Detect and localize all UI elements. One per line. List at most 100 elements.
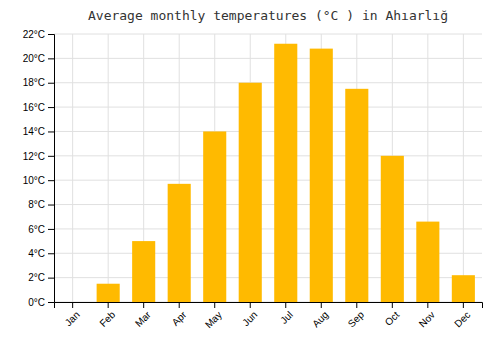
x-tick-mark [356,302,357,308]
bars [97,44,475,302]
y-tick-label: 10°C [23,175,45,186]
y-tick: 14°C [23,126,54,137]
x-tick-label: Apr [170,309,189,328]
bar [239,83,262,302]
x-tick-label: Jun [240,309,259,328]
x-tick-label: Jul [278,309,295,326]
grid-line-y [54,34,482,35]
grid-line-y [54,204,482,205]
x-tick-mark [143,302,144,308]
bar [310,49,333,302]
title: Average monthly temperatures (°C ) in Ah… [88,8,448,23]
y-tick-label: 12°C [23,151,45,162]
y-tick-label: 20°C [23,53,45,64]
bar [132,241,155,302]
y-tick-mark [48,58,54,59]
y-tick-mark [48,156,54,157]
y-tick-mark [48,180,54,181]
y-tick: 12°C [23,151,54,162]
x-tick: May [203,302,224,330]
x-tick: Aug [310,302,330,329]
y-tick-mark [48,253,54,254]
bar [345,89,368,302]
y-tick: 20°C [23,53,54,64]
x-tick: Jun [240,302,259,328]
x-tick-mark [108,302,109,308]
x-tick-label: Oct [383,309,402,328]
x-tick-mark [463,302,464,308]
bar [274,44,297,302]
y-tick-mark [48,34,54,35]
y-tick: 22°C [23,29,54,40]
x-axis-line [55,303,483,309]
x-tick-label: May [203,309,224,330]
y-tick-label: 16°C [23,102,45,113]
y-tick-mark [48,131,54,132]
chart: 0°C 2°C 4°C 6°C 8°C 10°C 12°C 14°C 16°C 18°C 20°C 2… [0,0,500,350]
y-axis: 0°C 2°C 4°C 6°C 8°C 10°C 12°C 14°C 16°C 18°C 20°C 2… [23,29,55,308]
grid-line-y [54,131,482,132]
x-tick: Jul [278,302,295,326]
x-tick-label: Mar [133,309,153,329]
grid-line-y [54,155,482,156]
bar [416,222,439,302]
y-axis-line [48,35,55,303]
x-tick: Dec [452,302,472,329]
x-tick: Sep [346,302,367,329]
x-tick-label: Aug [310,309,330,329]
x-tick-mark [250,302,251,308]
y-tick: 18°C [23,77,54,88]
x-tick: Jan [63,302,82,328]
x-tick: Apr [170,302,189,328]
y-tick-label: 14°C [23,126,45,137]
x-tick-mark [214,302,215,308]
bar [452,275,475,302]
x-tick-mark [72,302,73,308]
x-tick: Mar [133,302,153,329]
y-tick-mark [48,83,54,84]
y-tick: 0°C [28,297,54,308]
y-tick-mark [48,107,54,108]
grid-line-x [72,34,73,302]
plot: 0°C 2°C 4°C 6°C 8°C 10°C 12°C 14°C 16°C 18°C 20°C 2… [23,29,483,331]
x-tick-label: Dec [452,309,472,329]
grid [54,34,482,302]
y-tick-label: 22°C [23,29,45,40]
y-tick: 2°C [28,272,54,283]
x-tick-mark [392,302,393,308]
y-tick-label: 0°C [28,297,45,308]
grid-line-y [54,58,482,59]
y-tick: 16°C [23,102,54,113]
bar [381,156,404,302]
bar [203,131,226,302]
bar [61,302,84,303]
y-tick: 10°C [23,175,54,186]
y-tick-label: 8°C [28,199,45,210]
x-tick-mark [179,302,180,308]
x-tick: Feb [97,302,117,329]
x-tick-mark [427,302,428,308]
grid-line-y [54,180,482,181]
grid-line-y [54,107,482,108]
grid-line-x [463,34,464,302]
x-tick-label: Feb [97,309,117,329]
y-tick-mark [48,302,54,303]
y-tick-label: 4°C [28,248,45,259]
x-tick: Nov [417,302,437,329]
x-tick-mark [285,302,286,308]
y-tick: 4°C [28,248,54,259]
y-tick-label: 2°C [28,272,45,283]
y-tick-mark [48,278,54,279]
grid-line-x [108,34,109,302]
y-tick: 6°C [28,224,54,235]
grid-line-y [54,82,482,83]
x-tick-label: Sep [346,309,367,330]
x-axis: Jan Feb Mar Apr May Jun Jul Aug Sep Oct Nov Dec [55,302,483,330]
x-tick: Oct [383,302,402,328]
x-tick-mark [321,302,322,308]
y-tick: 8°C [28,199,54,210]
y-tick-label: 18°C [23,77,45,88]
bar [97,284,120,302]
x-tick-label: Jan [63,309,82,328]
y-tick-mark [48,229,54,230]
